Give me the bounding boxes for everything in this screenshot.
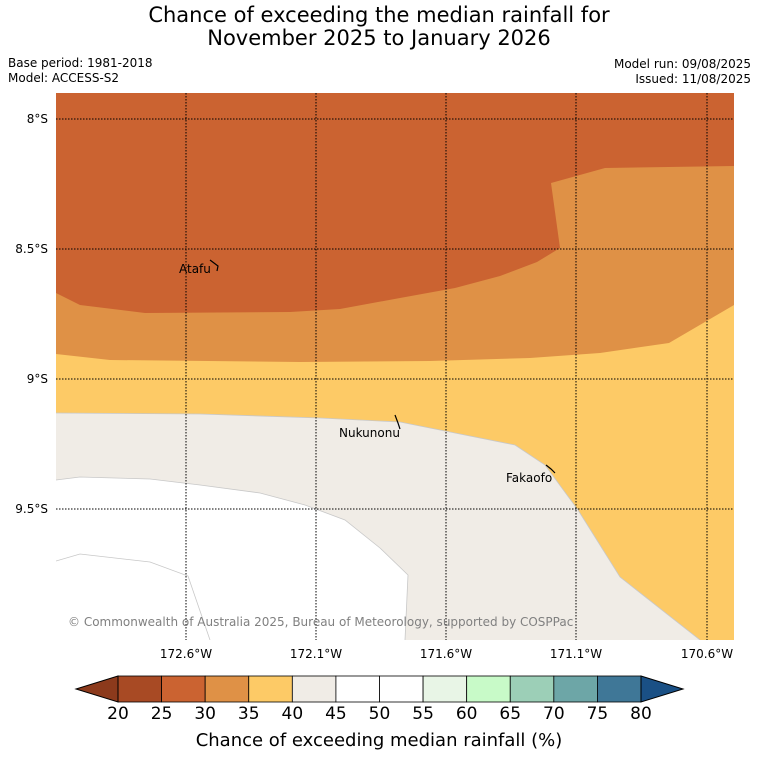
colorbar-tick-label: 75 bbox=[586, 704, 609, 724]
place-label-atafu: Atafu bbox=[179, 262, 211, 276]
title-line-1: Chance of exceeding the median rainfall … bbox=[148, 3, 610, 27]
colorbar-segment bbox=[597, 675, 642, 703]
colorbar-segment bbox=[335, 675, 380, 703]
colorbar-segment bbox=[379, 675, 424, 703]
lat-label-8-5s: 8.5°S bbox=[15, 242, 48, 256]
lon-label-172-1w: 172.1°W bbox=[289, 647, 343, 661]
base-period: Base period: 1981-2018 bbox=[8, 56, 153, 70]
colorbar-tick-label: 55 bbox=[412, 704, 434, 724]
colorbar-tick-label: 70 bbox=[543, 704, 565, 724]
fakaofo-outline bbox=[545, 464, 556, 474]
nukunonu-outline bbox=[394, 414, 401, 430]
lon-label-171-6w: 171.6°W bbox=[419, 647, 473, 661]
place-label-fakaofo: Fakaofo bbox=[506, 471, 552, 485]
grey-contour-lines bbox=[56, 412, 701, 640]
colorbar-tick-label: 45 bbox=[325, 704, 347, 724]
colorbar-segment bbox=[509, 675, 555, 703]
lat-label-8s: 8°S bbox=[26, 112, 48, 126]
model-name: Model: ACCESS-S2 bbox=[8, 71, 120, 85]
colorbar-tick-label: 35 bbox=[237, 704, 260, 724]
colorbar-segment bbox=[204, 675, 250, 703]
lat-label-9-5s: 9.5°S bbox=[15, 502, 48, 516]
meta-right: Model run: 09/08/2025 Issued: 11/08/2025 bbox=[614, 57, 751, 87]
lon-label-172-6w: 172.6°W bbox=[159, 647, 213, 661]
lon-label-171-1w: 171.1°W bbox=[549, 647, 603, 661]
colorbar bbox=[74, 675, 685, 703]
lat-label-9s: 9°S bbox=[26, 372, 48, 386]
graticule bbox=[56, 93, 734, 640]
island-outlines bbox=[209, 259, 556, 474]
colorbar-tick-label: 80 bbox=[630, 704, 652, 724]
colorbar-tick-label: 65 bbox=[499, 704, 522, 724]
colorbar-segment bbox=[248, 675, 293, 703]
copyright-notice: © Commonwealth of Australia 2025, Bureau… bbox=[68, 615, 573, 629]
colorbar-segment bbox=[422, 675, 468, 703]
title-line-2: November 2025 to January 2026 bbox=[207, 26, 551, 50]
colorbar-under-arrow bbox=[74, 675, 119, 703]
colorbar-tick-label: 60 bbox=[455, 704, 478, 724]
meta-left: Base period: 1981-2018 Model: ACCESS-S2 bbox=[8, 56, 153, 86]
colorbar-tick-label: 40 bbox=[281, 704, 304, 724]
colorbar-segment bbox=[161, 675, 206, 703]
lon-label-170-6w: 170.6°W bbox=[680, 647, 734, 661]
colorbar-segment bbox=[466, 675, 511, 703]
colorbar-segment bbox=[291, 675, 337, 703]
colorbar-label: Chance of exceeding median rainfall (%) bbox=[195, 730, 563, 751]
colorbar-tick-label: 30 bbox=[194, 704, 216, 724]
colorbar-segment bbox=[553, 675, 598, 703]
colorbar-over-arrow bbox=[640, 675, 685, 703]
model-run: Model run: 09/08/2025 bbox=[613, 57, 751, 71]
chart-title: Chance of exceeding the median rainfall … bbox=[0, 4, 758, 50]
place-label-nukunonu: Nukunonu bbox=[339, 426, 400, 440]
colorbar-tick-label: 50 bbox=[368, 704, 391, 724]
band-45-55 bbox=[56, 477, 408, 640]
colorbar-tick-label: 25 bbox=[150, 704, 173, 724]
atafu-outline bbox=[209, 259, 219, 272]
colorbar-tick-label: 20 bbox=[107, 704, 129, 724]
issued-date: Issued: 11/08/2025 bbox=[635, 72, 751, 86]
rainfall-contours: Atafu Nukunonu Fakaofo © Commonwealth of… bbox=[56, 93, 734, 640]
colorbar-segment bbox=[117, 675, 162, 703]
